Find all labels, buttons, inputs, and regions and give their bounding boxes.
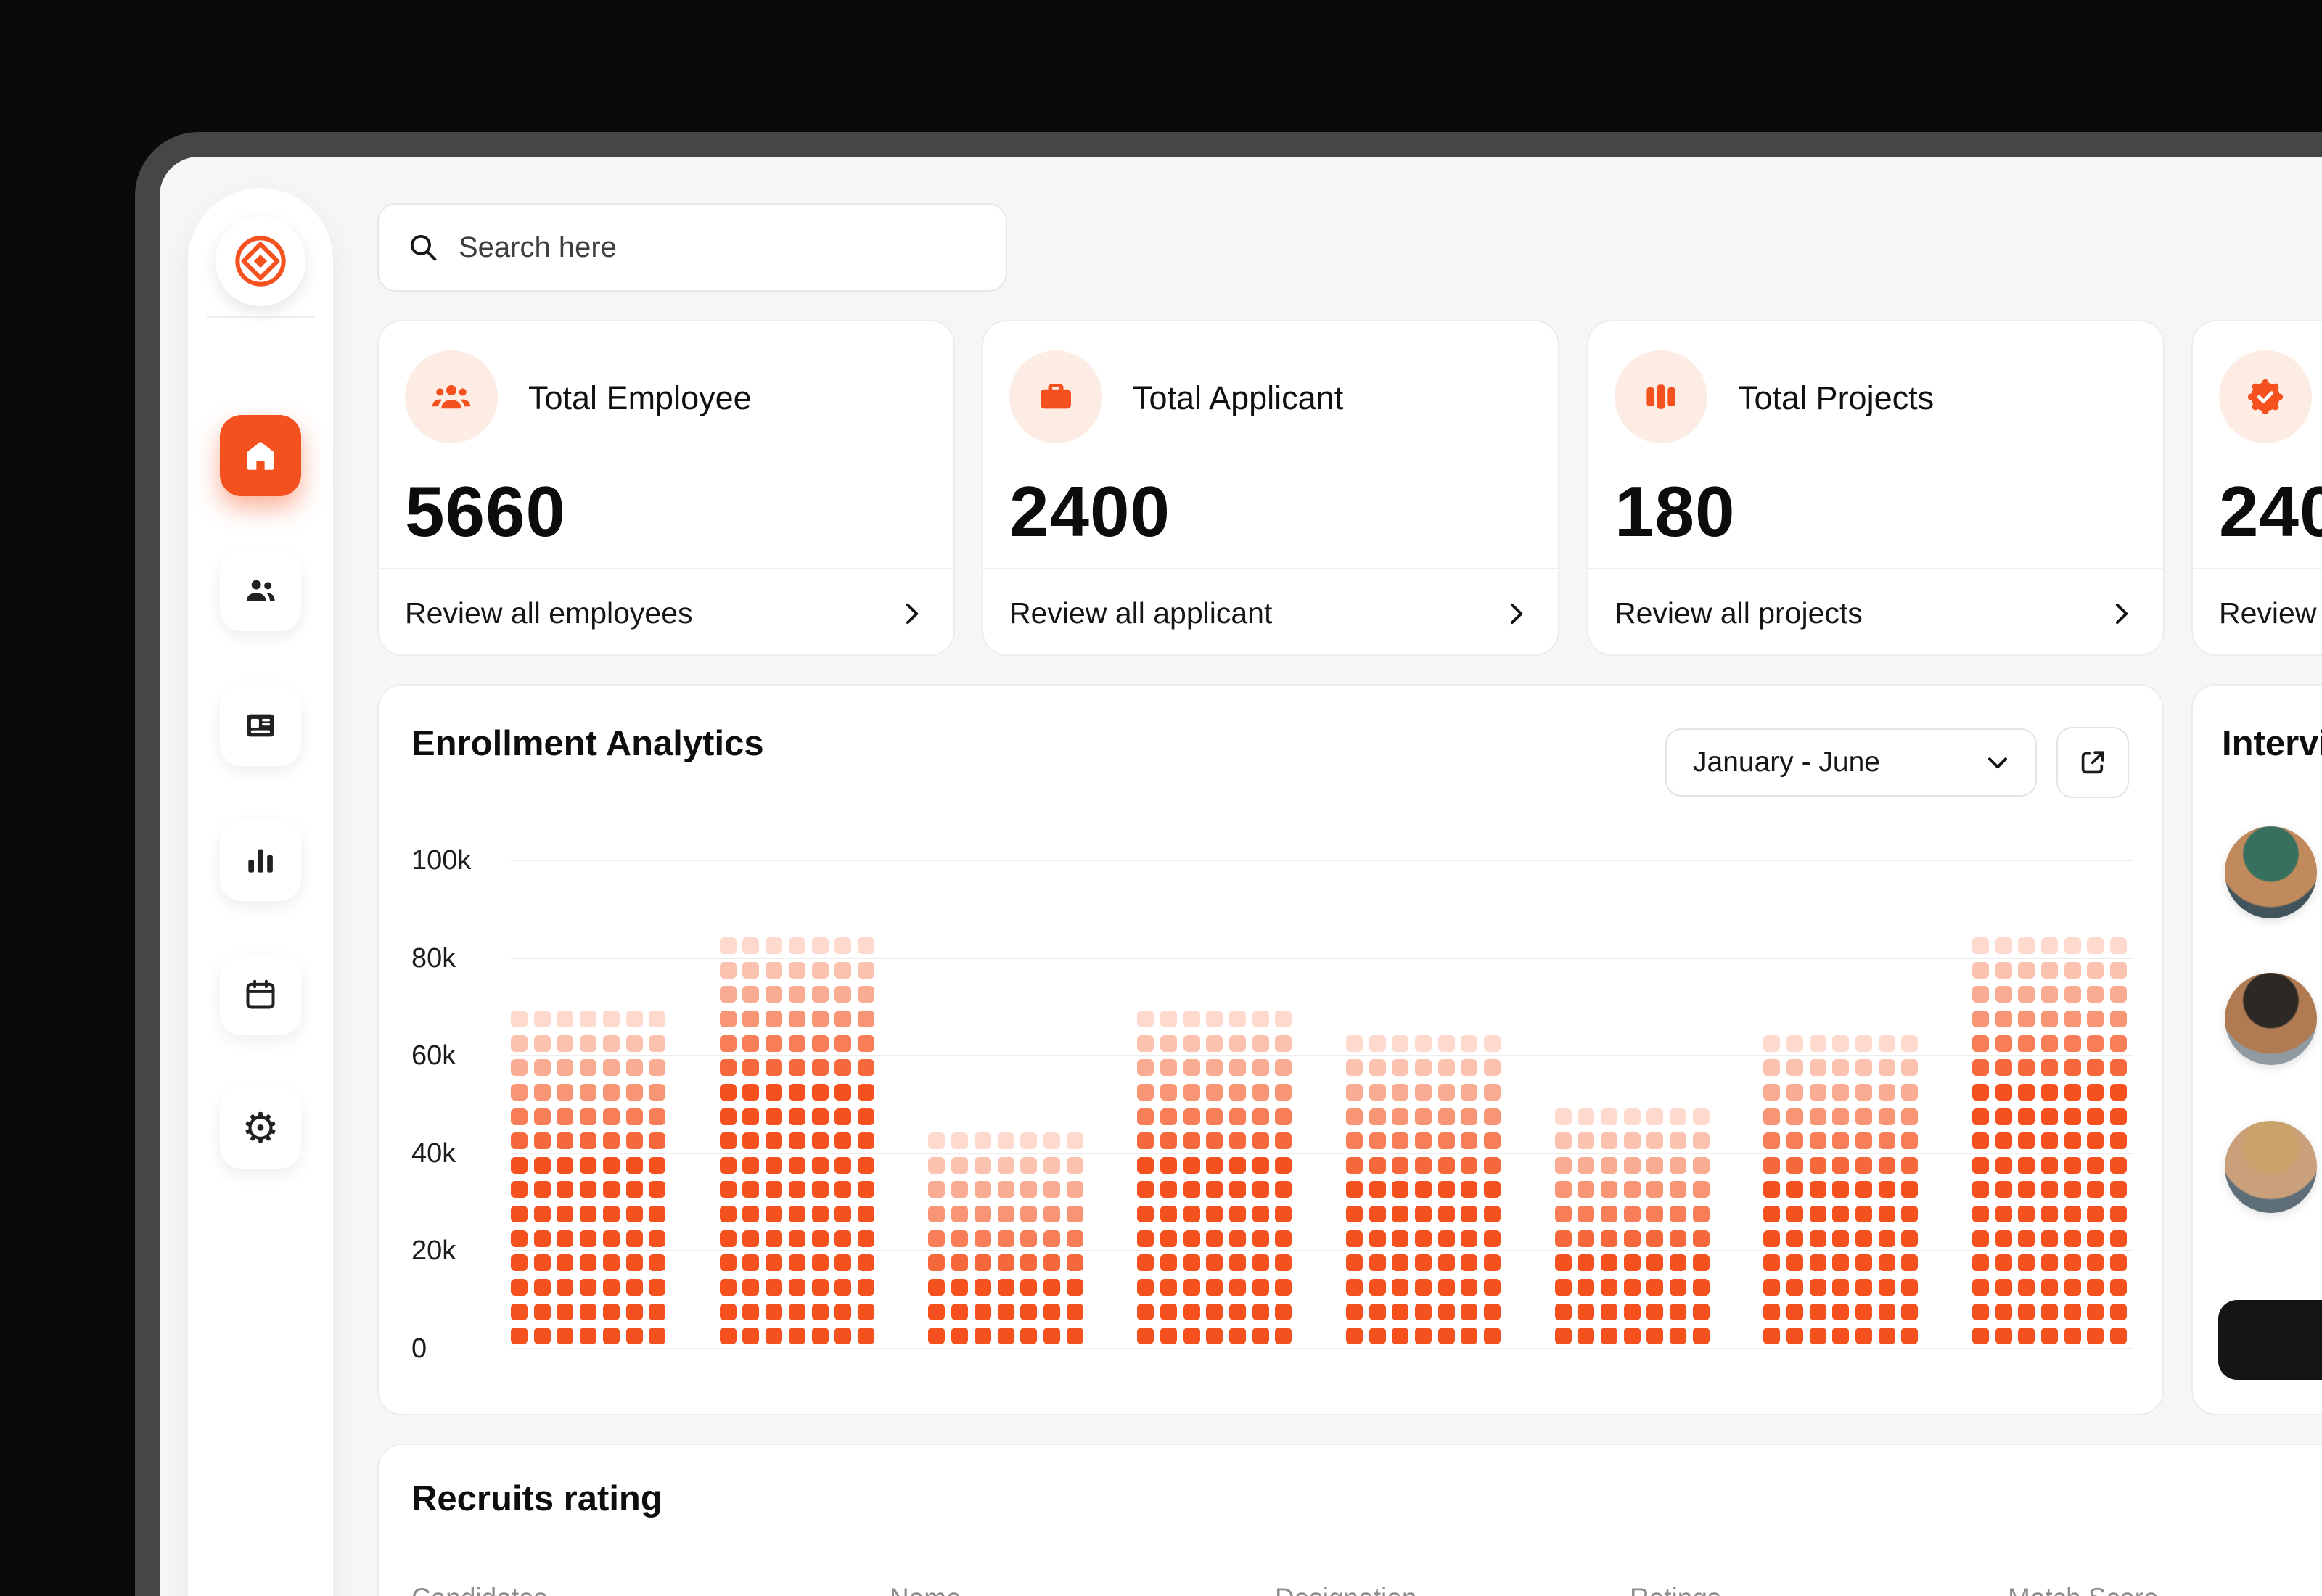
panel-title: Recruits rating bbox=[411, 1479, 662, 1518]
review-link-label: Review bbox=[2219, 596, 2317, 630]
panel-title: Interviews bbox=[2222, 724, 2322, 763]
divider bbox=[1588, 568, 2163, 569]
review-link-label: Review all applicant bbox=[1009, 596, 1273, 630]
stat-value: 2400 bbox=[1009, 472, 1171, 551]
stat-card-total-employee: Total Employee 5660 Review all employees bbox=[377, 320, 955, 656]
period-dropdown-value: January - June bbox=[1693, 746, 1880, 778]
interview-action-box[interactable] bbox=[2218, 1300, 2322, 1380]
chevron-right-icon bbox=[2105, 598, 2137, 630]
expand-chart-button[interactable] bbox=[2056, 727, 2129, 798]
recruits-rating-panel: Recruits rating Candidates Name Designat… bbox=[377, 1444, 2322, 1596]
column-header: Candidates bbox=[411, 1583, 547, 1596]
gridline bbox=[511, 1250, 2133, 1252]
stat-title: Total Applicant bbox=[1133, 379, 1344, 416]
divider bbox=[207, 316, 314, 318]
stat-value: 5660 bbox=[405, 472, 567, 551]
badge-check-icon bbox=[2219, 350, 2312, 443]
stat-card-total-applicant: Total Applicant 2400 Review all applican… bbox=[982, 320, 1559, 656]
search-icon bbox=[406, 231, 440, 264]
external-link-icon bbox=[2076, 746, 2109, 779]
review-link-label: Review all employees bbox=[405, 596, 693, 630]
interview-avatar[interactable] bbox=[2225, 1121, 2317, 1213]
review-all-employees-link[interactable]: Review all employees bbox=[379, 569, 953, 657]
stat-card-partial: 240 Review bbox=[2191, 320, 2322, 656]
stat-value: 240 bbox=[2219, 472, 2322, 551]
divider bbox=[983, 568, 1558, 569]
y-axis-tick: 40k bbox=[411, 1138, 456, 1169]
stat-title: Total Employee bbox=[528, 379, 752, 416]
chevron-right-icon bbox=[1500, 598, 1532, 630]
sidebar-item-settings[interactable]: ⚙ bbox=[220, 1087, 301, 1169]
users-icon bbox=[242, 572, 279, 609]
sidebar-item-home[interactable] bbox=[220, 415, 301, 496]
divider bbox=[2193, 568, 2322, 569]
home-icon bbox=[242, 437, 279, 474]
news-card-icon bbox=[242, 707, 279, 744]
people-group-icon bbox=[405, 350, 498, 443]
gear-icon: ⚙ bbox=[242, 1103, 279, 1153]
review-link-label: Review all projects bbox=[1615, 596, 1863, 630]
gridline bbox=[511, 1152, 2133, 1154]
search-bar bbox=[377, 203, 1007, 292]
divider bbox=[379, 568, 953, 569]
briefcase-icon bbox=[1009, 350, 1102, 443]
chevron-down-icon bbox=[1982, 746, 2014, 778]
column-header: Match Score bbox=[2008, 1583, 2159, 1596]
interviews-panel: Interviews bbox=[2191, 684, 2322, 1415]
sidebar-item-calendar[interactable] bbox=[220, 954, 301, 1035]
bar-chart-icon bbox=[242, 842, 279, 879]
stat-value: 180 bbox=[1615, 472, 1736, 551]
enrollment-chart: 100k 80k 60k 40k 20k 0 bbox=[379, 686, 2162, 1414]
y-axis-tick: 60k bbox=[411, 1040, 456, 1071]
review-all-applicant-link[interactable]: Review all applicant bbox=[983, 569, 1558, 657]
column-header: Name bbox=[890, 1583, 961, 1596]
interview-avatar[interactable] bbox=[2225, 826, 2317, 918]
stat-title: Total Projects bbox=[1738, 379, 1935, 416]
y-axis-tick: 0 bbox=[411, 1333, 427, 1364]
calendar-icon bbox=[242, 976, 279, 1013]
search-input[interactable] bbox=[459, 231, 978, 264]
y-axis-tick: 80k bbox=[411, 942, 456, 974]
review-all-projects-link[interactable]: Review all projects bbox=[1588, 569, 2163, 657]
panel-title: Enrollment Analytics bbox=[411, 724, 764, 763]
column-header: Designation bbox=[1275, 1583, 1416, 1596]
gridline bbox=[511, 957, 2133, 959]
sidebar-item-analytics[interactable] bbox=[220, 820, 301, 901]
y-axis-tick: 100k bbox=[411, 845, 472, 876]
gridline bbox=[511, 1348, 2133, 1349]
y-axis-tick: 20k bbox=[411, 1235, 456, 1267]
sidebar-item-reports[interactable] bbox=[220, 685, 301, 766]
brand-logo[interactable] bbox=[216, 216, 305, 306]
projects-icon bbox=[1615, 350, 1707, 443]
chevron-right-icon bbox=[895, 598, 927, 630]
column-header: Ratings bbox=[1630, 1583, 1720, 1596]
logo-icon bbox=[231, 232, 290, 290]
sidebar-item-team[interactable] bbox=[220, 550, 301, 631]
gridline bbox=[511, 860, 2133, 861]
enrollment-analytics-panel: Enrollment Analytics January - June 100k… bbox=[377, 684, 2164, 1415]
stat-card-total-projects: Total Projects 180 Review all projects bbox=[1587, 320, 2165, 656]
gridline bbox=[511, 1055, 2133, 1057]
interview-avatar[interactable] bbox=[2225, 973, 2317, 1065]
period-dropdown[interactable]: January - June bbox=[1665, 728, 2037, 797]
review-link[interactable]: Review bbox=[2193, 569, 2322, 657]
